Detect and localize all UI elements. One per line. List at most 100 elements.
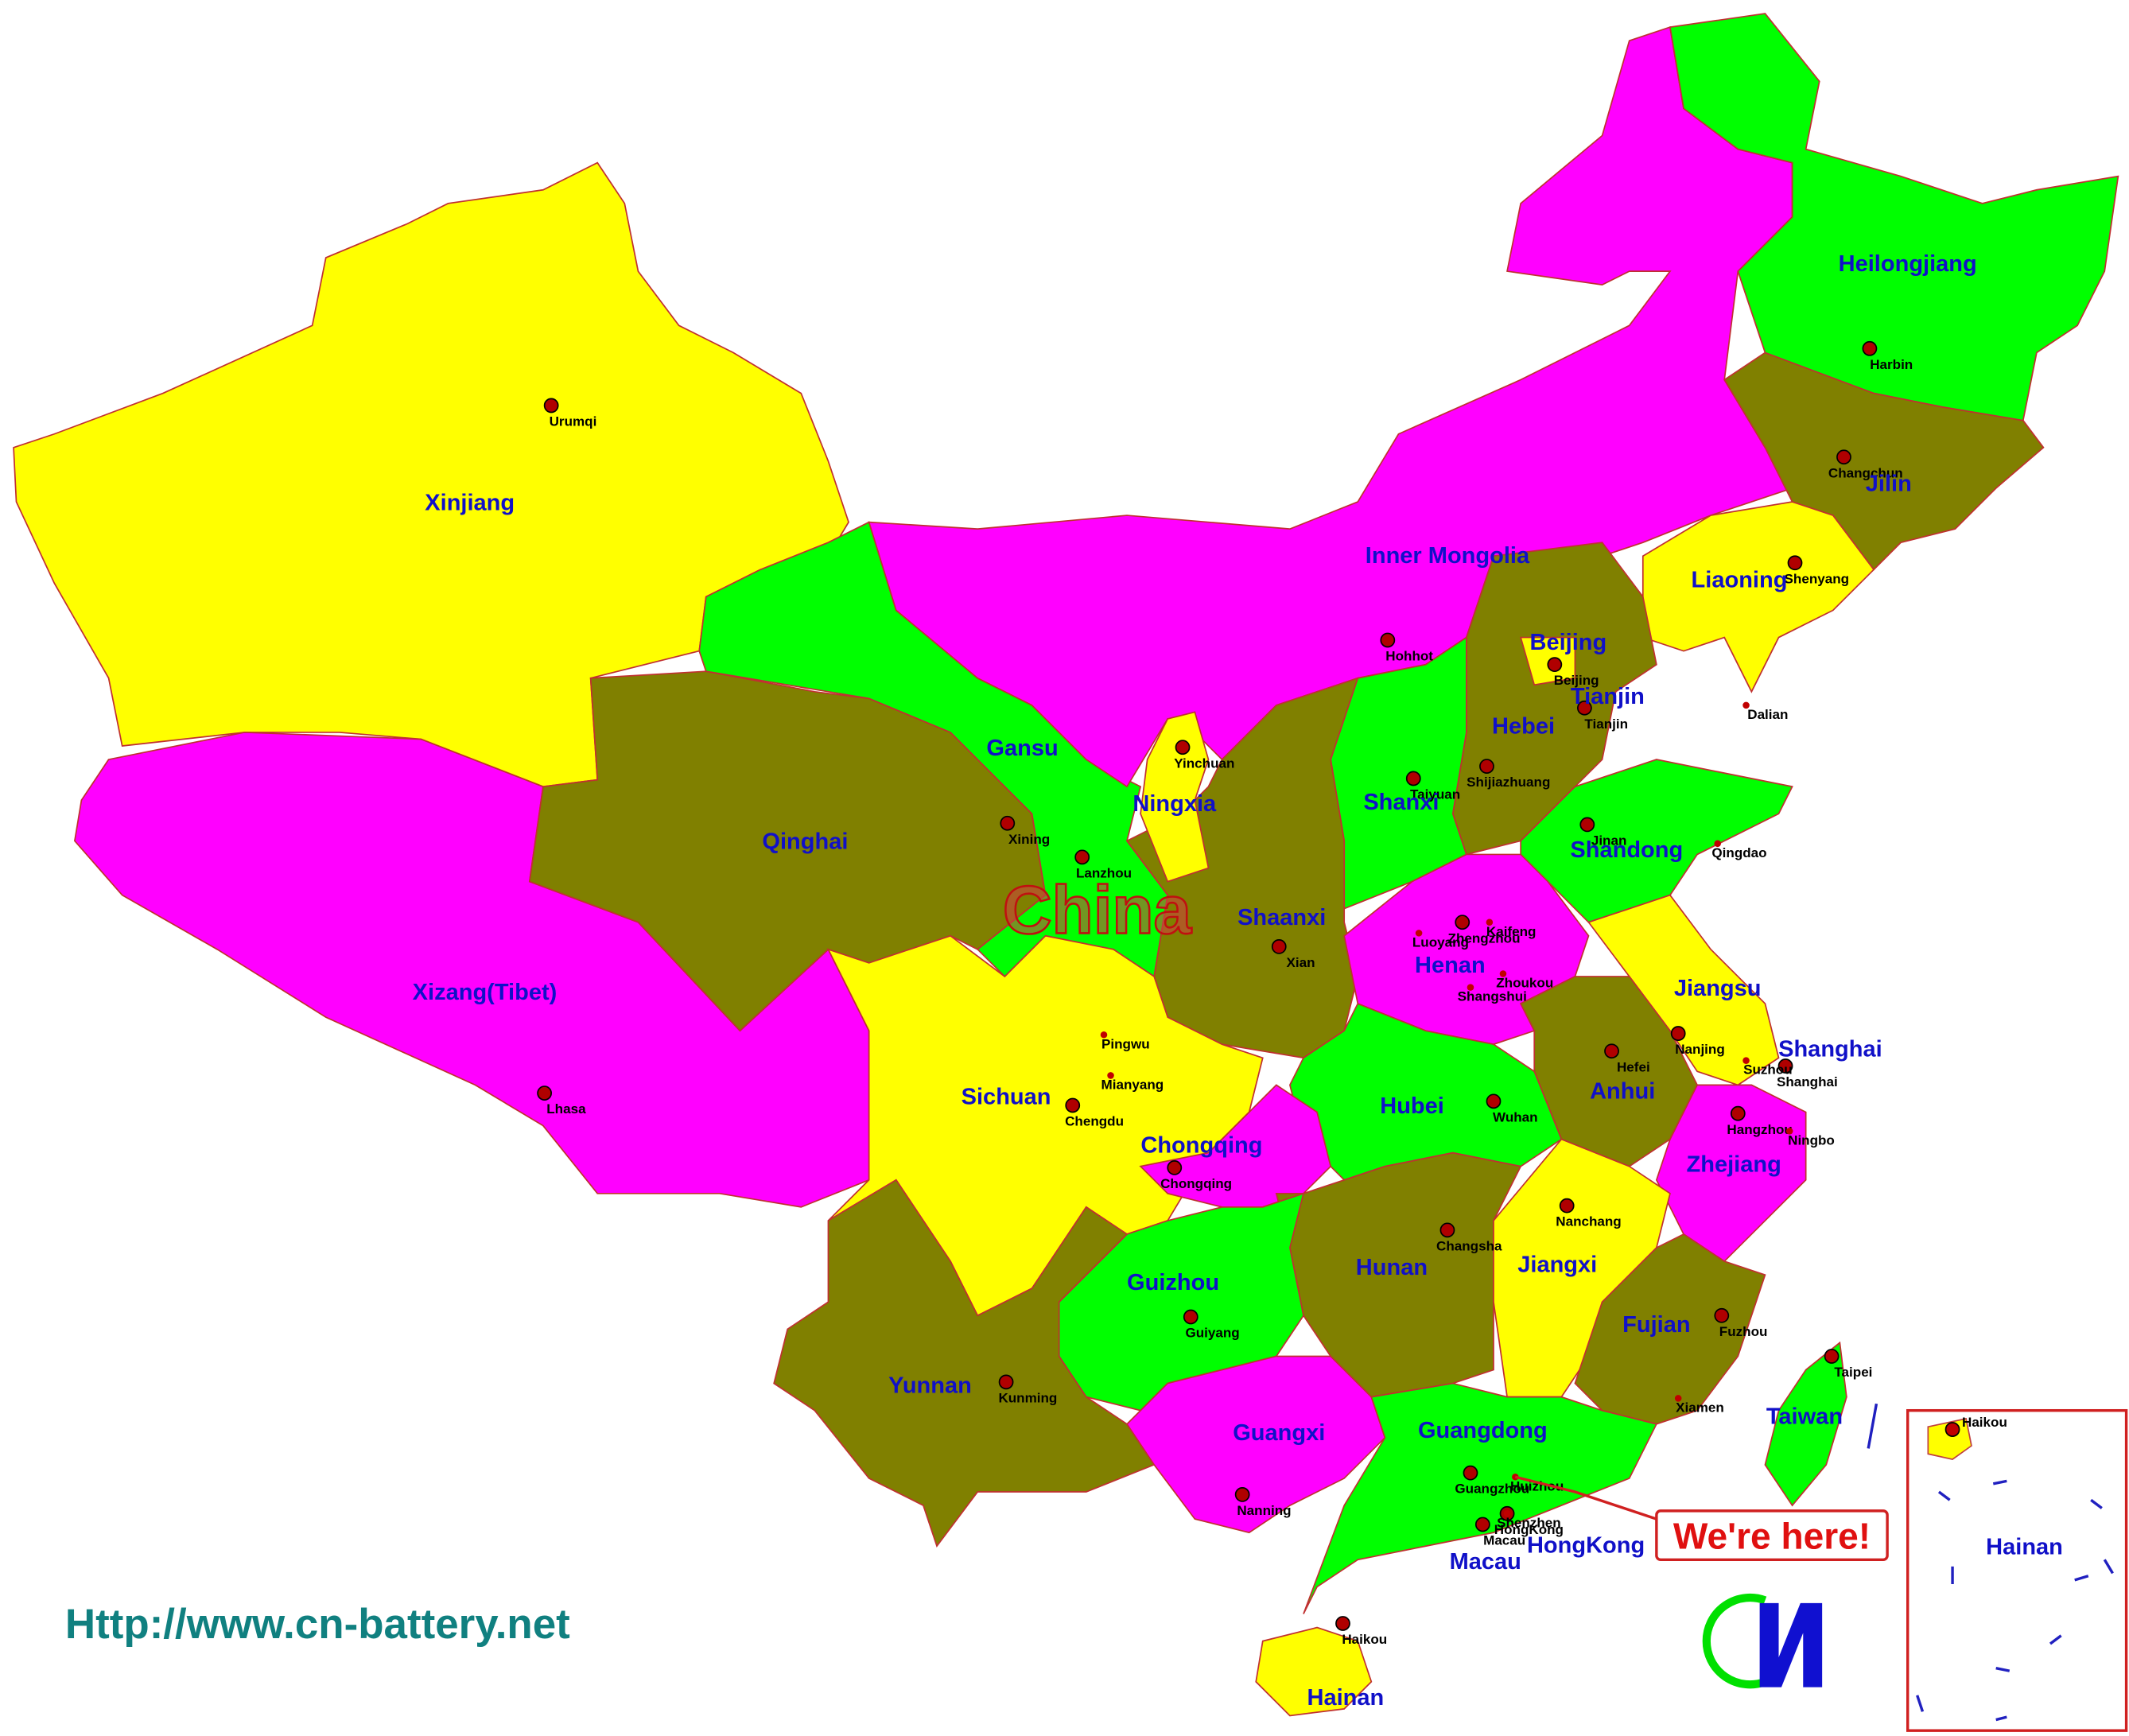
capital-dot: [1714, 1307, 1730, 1323]
capital-name: Taiyuan: [1410, 787, 1460, 802]
province-name: HongKong: [1527, 1533, 1645, 1559]
city-name: Zhoukou: [1496, 976, 1553, 991]
city-name: Shangshui: [1458, 989, 1527, 1004]
capital-dot: [1576, 700, 1592, 716]
capital-name: Harbin: [1870, 357, 1913, 372]
city-name: Xiamen: [1676, 1400, 1724, 1415]
capital-name: Tianjin: [1584, 717, 1628, 732]
province-area: [1520, 636, 1576, 686]
capital-dot: [543, 398, 559, 414]
capital-name: Guangzhou: [1455, 1482, 1529, 1497]
province-name: Xizang(Tibet): [413, 980, 558, 1005]
province-name: Yunnan: [888, 1373, 972, 1399]
province-name: Shanghai: [1778, 1037, 1882, 1062]
city-dot: [1785, 1128, 1793, 1135]
province-name: Tianjin: [1571, 684, 1645, 709]
city-name: Dalian: [1747, 707, 1788, 722]
capital-name: Kunming: [998, 1390, 1057, 1405]
capital-dot: [1777, 1058, 1793, 1074]
province-area: [1574, 1233, 1766, 1425]
capital-dot: [1167, 1160, 1183, 1175]
province-area: [1255, 1626, 1373, 1717]
capital-name: Hefei: [1617, 1059, 1650, 1074]
capital-dot: [1604, 1043, 1619, 1059]
province-area: [1655, 1084, 1807, 1263]
inset-islets: [1867, 1403, 2114, 1722]
city-dot: [1107, 1072, 1114, 1079]
site-url: Http://www.cn-battery.net: [65, 1601, 570, 1648]
capital-dot: [1730, 1105, 1746, 1121]
province-name: Qinghai: [762, 829, 848, 855]
capital-dot: [1175, 740, 1191, 755]
capital-name: Nanning: [1237, 1503, 1291, 1518]
city-dot: [1742, 701, 1750, 709]
city-name: Suzhou: [1743, 1062, 1793, 1078]
capital-dot: [1486, 1093, 1502, 1109]
capital-name: Shanghai: [1777, 1074, 1838, 1089]
capital-name: Hohhot: [1385, 649, 1433, 664]
capital-dot: [1547, 657, 1563, 673]
province-name: Taiwan: [1766, 1404, 1843, 1430]
province-name: Jiangxi: [1517, 1252, 1597, 1278]
province-area: [1764, 1341, 1847, 1507]
province-area: [1058, 1192, 1305, 1412]
capital-dot: [1479, 759, 1494, 774]
capital-name: Xian: [1287, 955, 1315, 970]
city-dot: [1503, 1510, 1511, 1517]
capital-dot: [1455, 915, 1470, 930]
capital-name: Nanjing: [1675, 1042, 1725, 1057]
province-name: Zhejiang: [1687, 1152, 1781, 1178]
province-name: Gansu: [986, 736, 1058, 761]
capital-name: Shijiazhuang: [1467, 775, 1550, 790]
capital-name: Wuhan: [1493, 1109, 1538, 1124]
capital-dot: [998, 1374, 1014, 1390]
province-name: Beijing: [1530, 630, 1607, 655]
capital-name: Changsha: [1436, 1238, 1502, 1253]
capital-dot: [1074, 849, 1090, 865]
logo: [1702, 1593, 1823, 1689]
capital-dot: [1836, 449, 1851, 465]
capital-name: Macau: [1483, 1533, 1525, 1548]
capital-name: Shenyang: [1785, 571, 1850, 586]
capital-dot: [1183, 1309, 1199, 1325]
capital-name: Nanchang: [1556, 1214, 1621, 1229]
inset-city: Haikou: [1962, 1415, 2007, 1430]
capital-dot: [1405, 771, 1421, 786]
province-area: [1140, 711, 1210, 883]
province-name: Henan: [1415, 953, 1486, 978]
province-name: Inner Mongolia: [1366, 543, 1530, 569]
capital-name: Urumqi: [550, 414, 597, 429]
capital-name: Jinan: [1591, 833, 1627, 849]
map-title: China: [1003, 872, 1192, 948]
capital-name: Zhengzhou: [1448, 930, 1521, 946]
province-name: Jiangsu: [1674, 976, 1762, 1001]
city-name: Ningbo: [1788, 1132, 1835, 1148]
province-name: Guizhou: [1127, 1270, 1219, 1295]
capital-name: Guiyang: [1185, 1326, 1239, 1341]
capital-dot: [1463, 1465, 1478, 1481]
province-name: Guangxi: [1233, 1420, 1325, 1446]
capital-dot: [1787, 555, 1803, 571]
capital-name: Yinchuan: [1174, 755, 1234, 771]
capital-name: Xining: [1008, 832, 1050, 847]
capital-name: Lhasa: [546, 1101, 586, 1117]
province-name: Fujian: [1622, 1312, 1690, 1338]
capital-dot: [1862, 340, 1878, 356]
capital-name: Haikou: [1342, 1632, 1387, 1647]
province-name: Macau: [1450, 1549, 1521, 1575]
capital-dot: [1579, 817, 1595, 833]
province-name: Liaoning: [1692, 567, 1788, 592]
city-dot: [1674, 1395, 1682, 1402]
province-name: Shanxi: [1363, 790, 1439, 815]
inset-island: [1927, 1417, 1972, 1460]
inset-city-dot: [1944, 1422, 1960, 1437]
province-name: Hebei: [1492, 714, 1555, 740]
callout-line: [1514, 1475, 1657, 1520]
capital-name: Chengdu: [1065, 1114, 1124, 1129]
city-name: Mianyang: [1101, 1077, 1164, 1092]
capital-dot: [1439, 1222, 1455, 1238]
city-dot: [1499, 970, 1507, 977]
capital-dot: [1559, 1198, 1575, 1214]
province-area: [1641, 501, 1875, 693]
